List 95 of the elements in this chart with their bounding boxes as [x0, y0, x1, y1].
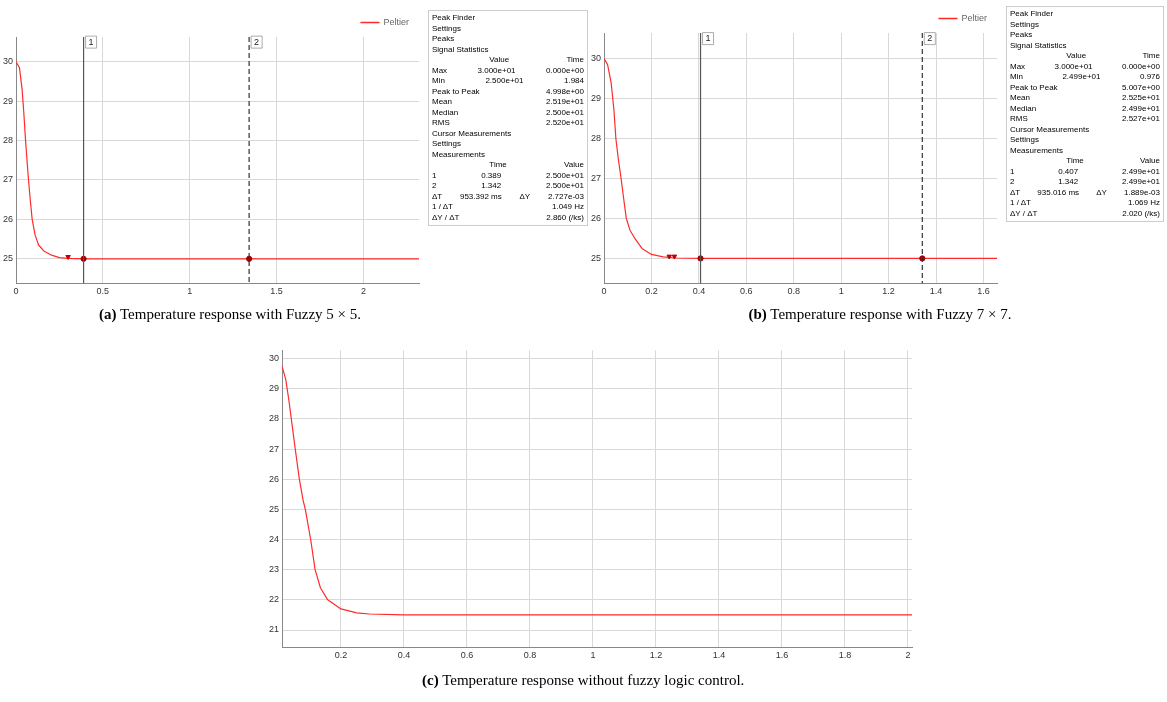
text: (a) Temperature response with Fuzzy 5 × 5.: [99, 306, 362, 323]
text: Peaks: [1010, 30, 1033, 41]
text: 1 0.389 2.500e+01: [432, 170, 584, 180]
text: Peak Finder: [432, 13, 476, 24]
x-tick-label: 0.5: [96, 286, 110, 297]
text: Signal Statistics: [1010, 40, 1067, 51]
y-tick-label: 24: [269, 534, 280, 544]
y-tick-label: 26: [269, 473, 280, 484]
x-tick-label: 0.8: [787, 286, 800, 297]
text: Settings: [1010, 135, 1039, 146]
y-tick-label: 29: [3, 95, 14, 106]
text: Value Time: [1066, 51, 1160, 60]
text: Mean 2.525e+01: [1010, 93, 1160, 102]
y-tick-label: 30: [269, 353, 280, 364]
x-tick-label: 1.2: [649, 650, 663, 661]
text: Peak Finder: [1010, 9, 1054, 20]
text: Peak to Peak 4.998e+00: [432, 86, 584, 96]
legend-label: Peltier: [383, 16, 410, 27]
text: Peak to Peak 5.007e+00: [1010, 82, 1160, 92]
text: Settings: [432, 23, 461, 34]
x-tick-label: 1.6: [775, 650, 789, 661]
y-tick-label: 30: [591, 53, 602, 64]
x-tick-label: 1.8: [838, 650, 852, 661]
x-tick-label: 1: [590, 650, 596, 661]
y-tick-label: 26: [591, 212, 602, 223]
y-tick-label: 28: [3, 135, 14, 146]
text: Median 2.500e+01: [432, 107, 584, 117]
y-tick-label: 29: [591, 93, 602, 104]
y-tick-label: 27: [3, 174, 14, 185]
y-tick-label: 26: [3, 213, 14, 224]
annotation: 1: [88, 36, 94, 47]
x-tick-label: 0.2: [334, 650, 348, 661]
x-tick-label: 1.2: [882, 286, 895, 297]
text: 2 1.342 2.500e+01: [432, 181, 584, 190]
x-tick-label: 0.6: [740, 286, 753, 297]
y-tick-label: 22: [269, 594, 280, 605]
y-tick-label: 28: [591, 133, 602, 143]
y-tick-label: 29: [269, 383, 280, 394]
text: Max 3.000e+01 0.000e+00: [1010, 61, 1160, 71]
x-tick-label: 0.6: [460, 650, 474, 661]
text: Measurements: [1010, 145, 1063, 156]
x-tick-label: 1.6: [977, 286, 990, 297]
text: (c) Temperature response without fuzzy logic control.: [422, 672, 745, 689]
text: Cursor Measurements: [432, 128, 512, 139]
text: ΔY / ΔT 2.860 (/ks): [432, 212, 584, 222]
text: Settings: [1010, 19, 1039, 30]
text: Min 2.500e+01 1.984: [432, 76, 584, 85]
x-tick-label: 1: [187, 286, 193, 297]
text: 1 / ΔT 1.069 Hz: [1010, 198, 1160, 207]
text: ΔT 953.392 ms ΔY 2.727e-03: [432, 191, 584, 201]
y-tick-label: 25: [591, 252, 602, 263]
text: RMS 2.520e+01: [432, 118, 584, 127]
text: ΔT 935.016 ms ΔY 1.889e-03: [1010, 187, 1160, 197]
annotation: 2: [927, 33, 933, 44]
text: Value Time: [489, 55, 584, 64]
x-tick-label: 0: [13, 286, 19, 297]
x-tick-label: 0.4: [397, 650, 411, 661]
x-tick-label: 0.8: [523, 650, 537, 661]
x-tick-label: 2: [905, 650, 911, 661]
text: Peaks: [432, 34, 455, 45]
x-tick-label: 1.4: [712, 650, 726, 661]
text: Time Value: [1066, 156, 1160, 165]
x-tick-label: 0.4: [692, 286, 706, 297]
annotation: 1: [705, 33, 711, 44]
text: Signal Statistics: [432, 44, 489, 55]
text: Mean 2.519e+01: [432, 97, 584, 106]
y-tick-label: 27: [269, 443, 280, 454]
x-tick-label: 1.5: [270, 286, 283, 297]
annotation: 2: [254, 36, 260, 47]
text: Cursor Measurements: [1010, 124, 1090, 135]
text: Median 2.499e+01: [1010, 103, 1160, 113]
y-tick-label: 28: [269, 413, 280, 424]
text: RMS 2.527e+01: [1010, 114, 1160, 123]
text: Min 2.499e+01 0.976: [1010, 72, 1160, 81]
y-tick-label: 27: [591, 172, 602, 183]
y-tick-label: 23: [269, 564, 280, 575]
y-tick-label: 21: [269, 624, 280, 635]
x-tick-label: 0: [601, 286, 607, 297]
text: Time Value: [489, 160, 584, 169]
text: (b) Temperature response with Fuzzy 7 × 7.: [748, 306, 1012, 323]
text: 1 / ΔT 1.049 Hz: [432, 202, 584, 211]
text: Measurements: [432, 149, 485, 160]
y-tick-label: 25: [269, 503, 280, 514]
y-tick-label: 25: [3, 253, 14, 264]
legend-label: Peltier: [961, 12, 988, 23]
x-tick-label: 1: [838, 286, 844, 297]
x-tick-label: 2: [360, 286, 366, 297]
text: ΔY / ΔT 2.020 (/ks): [1010, 208, 1160, 218]
x-tick-label: 1.4: [929, 286, 943, 297]
text: 1 0.407 2.499e+01: [1010, 166, 1160, 176]
text: Settings: [432, 139, 461, 150]
y-tick-label: 30: [3, 56, 14, 67]
text: Max 3.000e+01 0.000e+00: [432, 65, 584, 75]
x-tick-label: 0.2: [645, 286, 658, 297]
text: 2 1.342 2.499e+01: [1010, 177, 1160, 186]
